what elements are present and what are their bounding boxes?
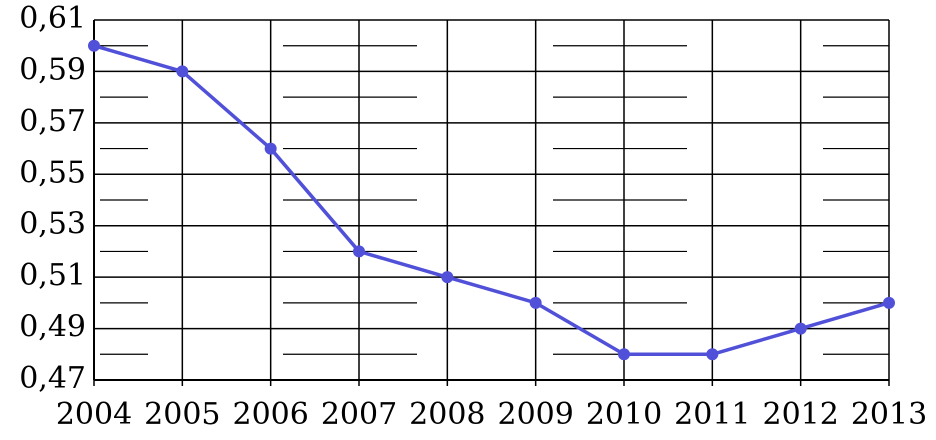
data-point: [706, 348, 719, 361]
data-point: [883, 296, 895, 309]
x-tick-label: 2013: [851, 397, 927, 432]
data-point: [176, 65, 189, 78]
x-tick-label: 2011: [674, 397, 750, 432]
x-tick-label: 2010: [586, 397, 662, 432]
x-tick-label: 2012: [762, 397, 838, 432]
y-tick-label: 0,61: [19, 1, 86, 36]
y-tick-label: 0,51: [19, 258, 86, 293]
x-tick-label: 2004: [56, 397, 132, 432]
data-point: [441, 271, 454, 284]
x-tick-label: 2005: [144, 397, 220, 432]
data-point: [529, 296, 542, 309]
y-tick-label: 0,53: [19, 207, 86, 242]
data-point: [353, 245, 365, 258]
y-tick-label: 0,55: [19, 155, 86, 190]
y-tick-label: 0,59: [19, 52, 86, 87]
data-line: [93, 44, 890, 357]
data-point: [794, 322, 807, 335]
x-tick-label: 2007: [321, 397, 397, 432]
x-tick-label: 2006: [232, 397, 308, 432]
x-tick-label: 2009: [497, 397, 573, 432]
data-point: [88, 39, 100, 52]
x-tick-label: 2008: [409, 397, 485, 432]
y-tick-label: 0,49: [19, 310, 86, 345]
y-tick-label: 0,57: [19, 104, 86, 139]
y-tick-label: 0,47: [19, 361, 86, 396]
data-point: [264, 142, 277, 155]
data-point: [618, 348, 630, 361]
